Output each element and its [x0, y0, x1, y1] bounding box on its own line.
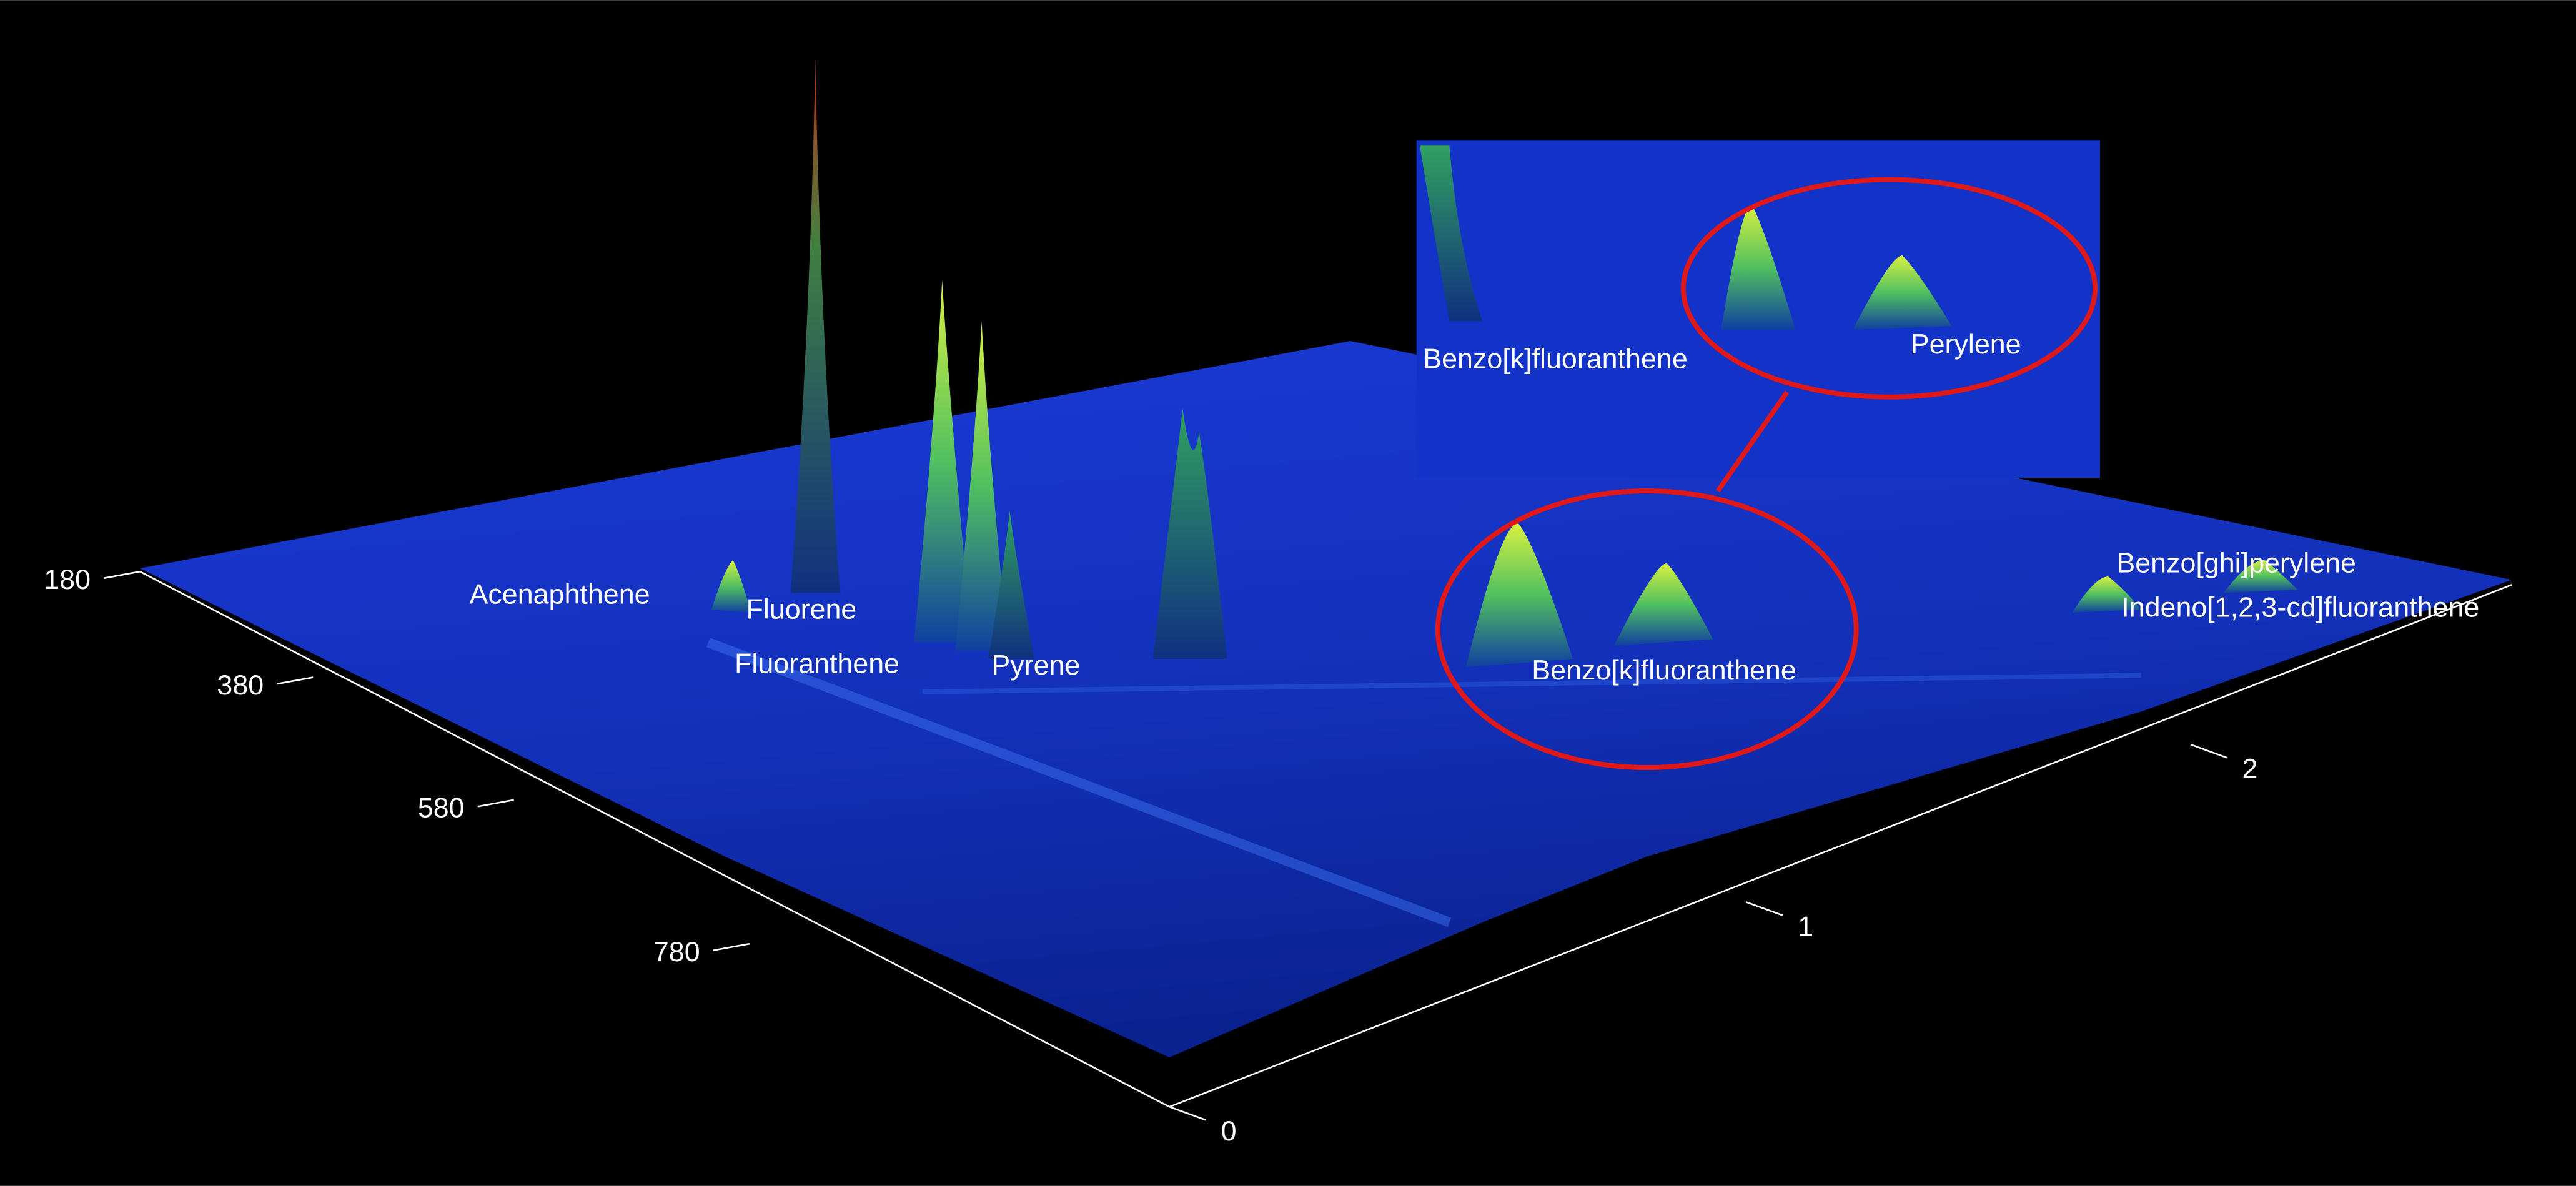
peak-label: Indeno[1,2,3-cd]fluoranthene — [2121, 592, 2479, 623]
peak-label: Fluoranthene — [735, 648, 899, 679]
y-tick — [2190, 743, 2227, 759]
peak — [988, 510, 1034, 659]
surface — [140, 341, 2512, 1058]
peak — [711, 560, 751, 613]
y-tick-label: 1 — [1798, 911, 1813, 942]
inset-peak — [1853, 255, 1952, 330]
y-tick-label: 2 — [2242, 753, 2257, 784]
peak — [1465, 523, 1573, 668]
x-tick — [477, 799, 514, 808]
peak-label: Benzo[k]fluoranthene — [1532, 655, 1796, 686]
peak — [914, 280, 972, 643]
peak — [1152, 408, 1227, 659]
peak-label: Benzo[ghi]perylene — [2116, 548, 2356, 579]
highlight-ellipse — [1435, 488, 1859, 770]
peak-label: Acenaphthene — [469, 579, 650, 610]
ridge — [922, 673, 2141, 694]
x-tick-label: 780 — [653, 936, 700, 967]
x-tick-label: 380 — [217, 670, 264, 701]
connector — [1715, 390, 1790, 493]
inset-peak-label: Benzo[k]fluoranthene — [1423, 343, 1688, 375]
inset-peak — [1419, 145, 1483, 322]
x-tick-label: 580 — [418, 792, 465, 823]
axis-line — [1169, 584, 2512, 1108]
peak — [790, 57, 840, 593]
peak-label: Fluorene — [746, 593, 856, 625]
peak — [955, 321, 1008, 651]
ridge — [706, 638, 1452, 927]
x-tick-label: 180 — [44, 564, 91, 595]
peak — [2072, 576, 2141, 613]
x-tick — [713, 942, 750, 951]
inset-peak-label: Perylene — [1911, 329, 2021, 360]
peak — [2223, 560, 2298, 593]
y-tick-label: 0 — [1221, 1115, 1237, 1147]
highlight-ellipse — [1680, 177, 2098, 400]
axis-line — [139, 571, 1170, 1108]
inset-peak — [1721, 205, 1796, 330]
peak-label: Pyrene — [991, 650, 1080, 681]
peak — [1614, 563, 1713, 646]
x-tick — [103, 570, 141, 580]
y-tick — [1746, 901, 1783, 916]
y-tick — [1169, 1105, 1206, 1121]
x-tick — [277, 676, 314, 685]
